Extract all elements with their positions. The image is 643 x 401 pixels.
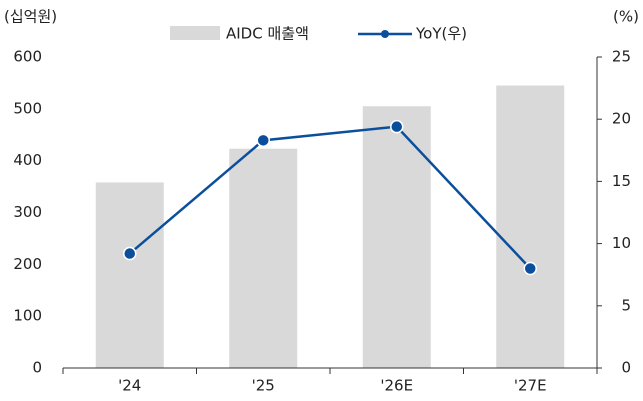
y2-tick-label: 5 [621, 296, 631, 314]
y2-axis-unit: (%) [613, 8, 639, 26]
y-tick-label: 500 [13, 99, 42, 117]
y2-tick-label: 20 [612, 110, 631, 128]
legend-label: YoY(우) [415, 25, 467, 43]
y-axis-unit: (십억원) [4, 8, 57, 26]
y-tick-label: 600 [13, 48, 42, 66]
legend-swatch [170, 26, 220, 40]
bar [95, 182, 164, 368]
line-point [256, 133, 270, 148]
y2-tick-label: 0 [621, 359, 631, 377]
bar [229, 148, 298, 368]
y-tick-label: 0 [32, 359, 42, 377]
y-tick-label: 300 [13, 203, 42, 221]
line-point [390, 119, 404, 134]
line-point [123, 246, 137, 261]
y2-tick-label: 15 [612, 172, 631, 190]
line-point [523, 261, 537, 276]
legend-swatch [381, 30, 389, 38]
x-tick-label: '25 [252, 377, 275, 395]
y2-tick-label: 25 [612, 48, 631, 66]
x-tick-label: '27E [514, 377, 547, 395]
y-tick-label: 100 [13, 307, 42, 325]
x-tick-label: '24 [118, 377, 141, 395]
line-series [128, 125, 532, 270]
bar [496, 85, 565, 368]
bar [362, 106, 431, 368]
x-tick-label: '26E [380, 377, 413, 395]
legend-label: AIDC 매출액 [226, 25, 309, 43]
y-tick-label: 200 [13, 255, 42, 273]
y2-tick-label: 10 [612, 234, 631, 252]
y-tick-label: 400 [13, 151, 42, 169]
